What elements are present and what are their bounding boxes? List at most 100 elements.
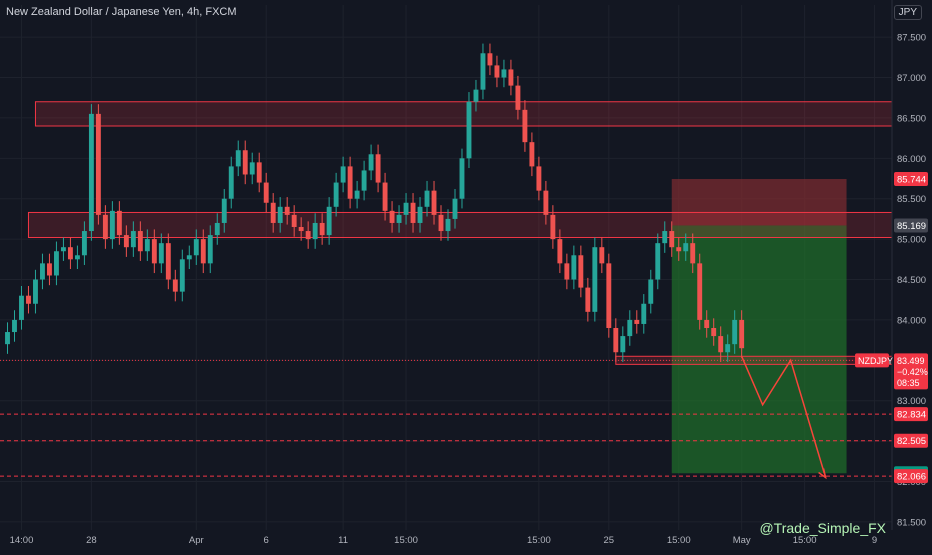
price-level-tag [894, 172, 928, 187]
y-tick-label: 83.000 [897, 396, 926, 407]
candle-body [95, 113, 101, 215]
candle-body [235, 150, 241, 167]
price-level-tag [894, 469, 928, 484]
candle-body [424, 190, 430, 207]
candle-body [144, 239, 150, 252]
price-level-tag [894, 407, 928, 422]
price-level-tag-label: 82.834 [897, 410, 926, 421]
candle-body [683, 243, 689, 252]
candle-body [312, 222, 318, 240]
candle-body [711, 328, 717, 337]
candle-body [291, 214, 297, 227]
candle-body [33, 279, 38, 304]
y-tick-label: 81.500 [897, 517, 926, 528]
currency-button[interactable]: JPY [893, 5, 922, 20]
candle-body [382, 182, 388, 211]
candle-body [186, 255, 192, 260]
candle-body [263, 182, 269, 203]
price-level-tag-label: 85.169 [897, 221, 926, 232]
candle-body [305, 231, 311, 240]
current-price-tag-line: −0.42% [897, 367, 928, 377]
y-tick-label: 84.500 [897, 275, 926, 286]
candle-body [620, 336, 626, 353]
candle-body [725, 344, 731, 353]
x-tick-label: 11 [338, 535, 348, 546]
candle-body [396, 214, 402, 223]
take-profit-zone [671, 225, 847, 474]
candle-body [165, 243, 171, 280]
candle-body [172, 279, 178, 292]
y-tick-label: 86.000 [897, 154, 926, 165]
candle-body [109, 210, 115, 240]
candle-body [599, 247, 605, 264]
candle-body [704, 319, 710, 328]
candle-body [214, 222, 220, 236]
candle-body [193, 239, 199, 256]
price-level-tag-label: 82.505 [897, 436, 926, 447]
candle-body [12, 319, 17, 333]
x-tick-label: 15:00 [667, 535, 691, 546]
candle-body [585, 287, 591, 312]
projection-arrowhead [818, 468, 827, 480]
candle-body [466, 101, 472, 159]
candle-body [543, 190, 549, 215]
candle-body [452, 198, 458, 219]
candle-body [151, 239, 157, 264]
candle-body [242, 150, 248, 175]
candle-body [123, 235, 129, 248]
y-tick-label: 85.500 [897, 194, 926, 205]
candle-body [564, 263, 570, 280]
candle-body [340, 166, 346, 183]
candle-body [277, 206, 283, 223]
x-tick-label: 9 [872, 535, 877, 546]
candle-body [739, 319, 745, 349]
candle-body [88, 113, 94, 232]
candle-body [158, 243, 164, 264]
x-tick-label: 25 [604, 535, 615, 546]
candle-body [522, 109, 528, 143]
price-axis-bg [892, 0, 932, 550]
candle-body [179, 259, 185, 292]
candle-body [676, 247, 682, 252]
candle-body [5, 332, 10, 345]
chart-title: New Zealand Dollar / Japanese Yen, 4h, F… [6, 6, 237, 18]
stop-loss-zone [671, 179, 847, 226]
candle-body [319, 222, 325, 236]
candle-body [298, 227, 304, 232]
symbol-tag [855, 353, 889, 368]
candle-body [207, 235, 213, 264]
candle-body [718, 336, 724, 353]
candle-body [81, 231, 87, 256]
price-level-tag-label: 82.066 [897, 472, 926, 483]
x-tick-label: 14:00 [10, 535, 34, 546]
candle-body [494, 65, 500, 78]
current-price-tag-line: 83.499 [897, 356, 925, 366]
price-level-tag-label: 85.744 [897, 175, 926, 186]
candle-body [60, 247, 66, 252]
x-tick-label: Apr [189, 535, 204, 546]
price-level-tag [894, 433, 928, 448]
candle-body [648, 279, 654, 304]
candle-body [130, 231, 136, 248]
candle-body [47, 263, 52, 276]
resistance-zone-mid [27, 211, 893, 239]
x-tick-label: 15:00 [527, 535, 551, 546]
candle-body [403, 202, 409, 215]
x-tick-label: 6 [264, 535, 269, 546]
candle-body [690, 243, 696, 264]
candle-body [102, 214, 108, 240]
candle-body [19, 295, 24, 320]
candle-body [501, 69, 507, 78]
y-tick-label: 87.500 [897, 33, 926, 44]
candle-body [137, 231, 143, 252]
watermark: @Trade_Simple_FX [759, 520, 886, 536]
candle-body [284, 206, 290, 215]
candle-body [221, 198, 227, 223]
candle-body [445, 218, 451, 232]
candle-body [529, 142, 535, 167]
candle-body [669, 231, 675, 248]
candle-body [40, 263, 45, 280]
candle-body [67, 247, 73, 260]
